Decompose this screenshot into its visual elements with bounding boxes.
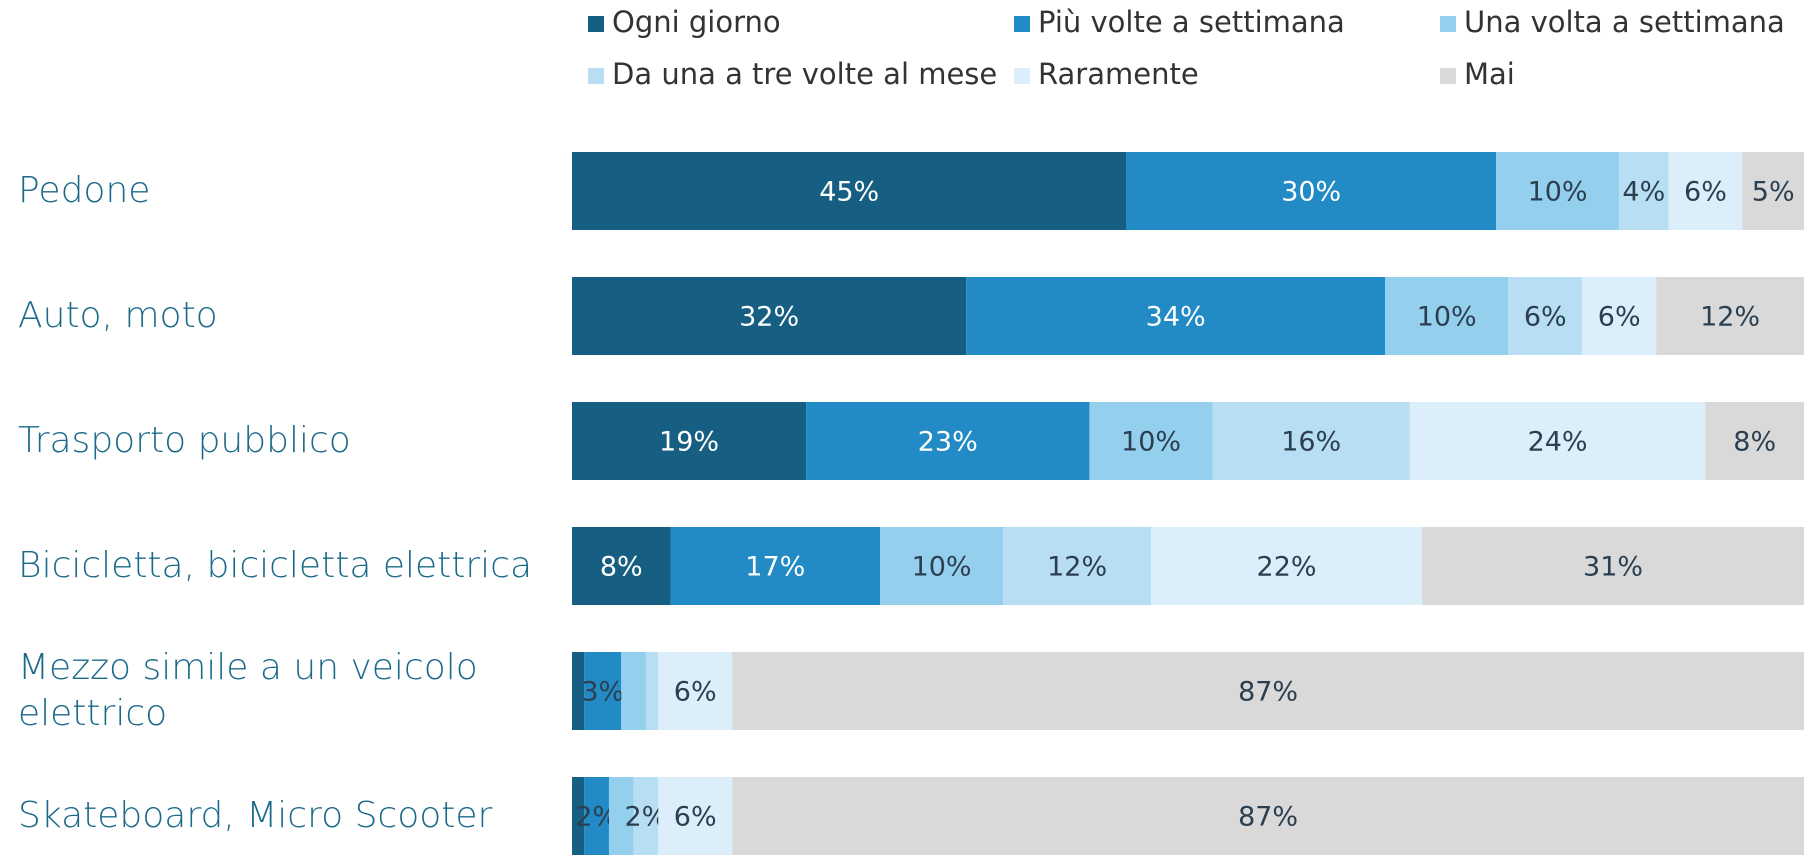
legend-label: Una volta a settimana [1464,5,1785,39]
bar-segment [572,152,1127,230]
bar-segment [1409,402,1706,480]
data-label: 30% [1281,177,1341,208]
bar-segment [1212,402,1410,480]
data-label: 10% [912,552,972,583]
bar-segment [880,527,1004,605]
bar-segment [621,652,646,730]
legend-label: Da una a tre volte al mese [612,57,997,91]
data-label: 87% [1238,802,1298,833]
bar-segment [572,527,671,605]
bar-segment [806,402,1090,480]
bar-segment [1151,527,1423,605]
data-label: 6% [1684,177,1727,208]
bar-segment [633,777,659,855]
data-label: 19% [659,427,719,458]
data-label: 12% [1700,302,1760,333]
data-label: 10% [1417,302,1477,333]
data-label: 22% [1257,552,1317,583]
bar-segment [1422,527,1804,605]
data-label: 87% [1238,677,1298,708]
bar-segment [658,652,733,730]
data-label: 34% [1146,302,1206,333]
bar-segment [1582,277,1657,355]
legend-label: Raramente [1038,57,1199,91]
category-label: Pedone [18,170,151,211]
data-label: 32% [739,302,799,333]
category-label: Mezzo simile a un veicolo elettrico [18,647,478,734]
bar-segment [645,652,659,730]
data-label: 24% [1528,427,1588,458]
bar-segment [584,777,609,855]
bar-segment [572,652,585,730]
bar-segment [1619,152,1669,230]
data-label: 12% [1047,552,1107,583]
data-label: 6% [1598,302,1641,333]
data-label: 8% [1733,427,1776,458]
bar-segment [572,402,807,480]
bar-segment [670,527,880,605]
data-label: 6% [674,677,717,708]
bar-segment [966,277,1386,355]
bar-segment [608,777,634,855]
legend-swatch [1440,68,1456,84]
category-label: Auto, moto [18,295,218,336]
data-label: 5% [1752,177,1795,208]
bar-segment [1003,527,1152,605]
bar-segment [1089,402,1213,480]
bar-segment [1668,152,1743,230]
data-label: 3% [581,677,624,708]
legend-swatch [588,16,604,32]
bar-segment [572,277,967,355]
data-label: 45% [819,177,879,208]
legend-label: Ogni giorno [612,5,781,39]
data-label: 4% [1622,177,1665,208]
data-label: 6% [1524,302,1567,333]
data-label: 10% [1528,177,1588,208]
bar-segment [1385,277,1509,355]
bar-segment [1126,152,1496,230]
legend-swatch [588,68,604,84]
legend-label: Mai [1464,57,1515,91]
bar-segment [658,777,733,855]
category-label: Bicicletta, bicicletta elettrica [18,545,533,586]
bar-segment [732,652,1804,730]
bar-segment [572,777,585,855]
category-label: Trasporto pubblico [18,420,351,461]
bar-segment [1656,277,1804,355]
bar-segment [1508,277,1583,355]
legend-swatch [1014,68,1030,84]
legend-swatch [1014,16,1030,32]
data-label: 10% [1121,427,1181,458]
legend-label: Più volte a settimana [1038,5,1345,39]
data-label: 17% [745,552,805,583]
data-label: 8% [600,552,643,583]
category-label: Skateboard, Micro Scooter [18,795,493,836]
bar-segment [1496,152,1620,230]
bar-segment [1705,402,1804,480]
data-label: 23% [918,427,978,458]
data-label: 6% [674,802,717,833]
bar-segment [584,652,622,730]
data-label: 16% [1281,427,1341,458]
data-label: 31% [1583,552,1643,583]
bar-segment [1742,152,1804,230]
bar-segment [732,777,1804,855]
legend-swatch [1440,16,1456,32]
